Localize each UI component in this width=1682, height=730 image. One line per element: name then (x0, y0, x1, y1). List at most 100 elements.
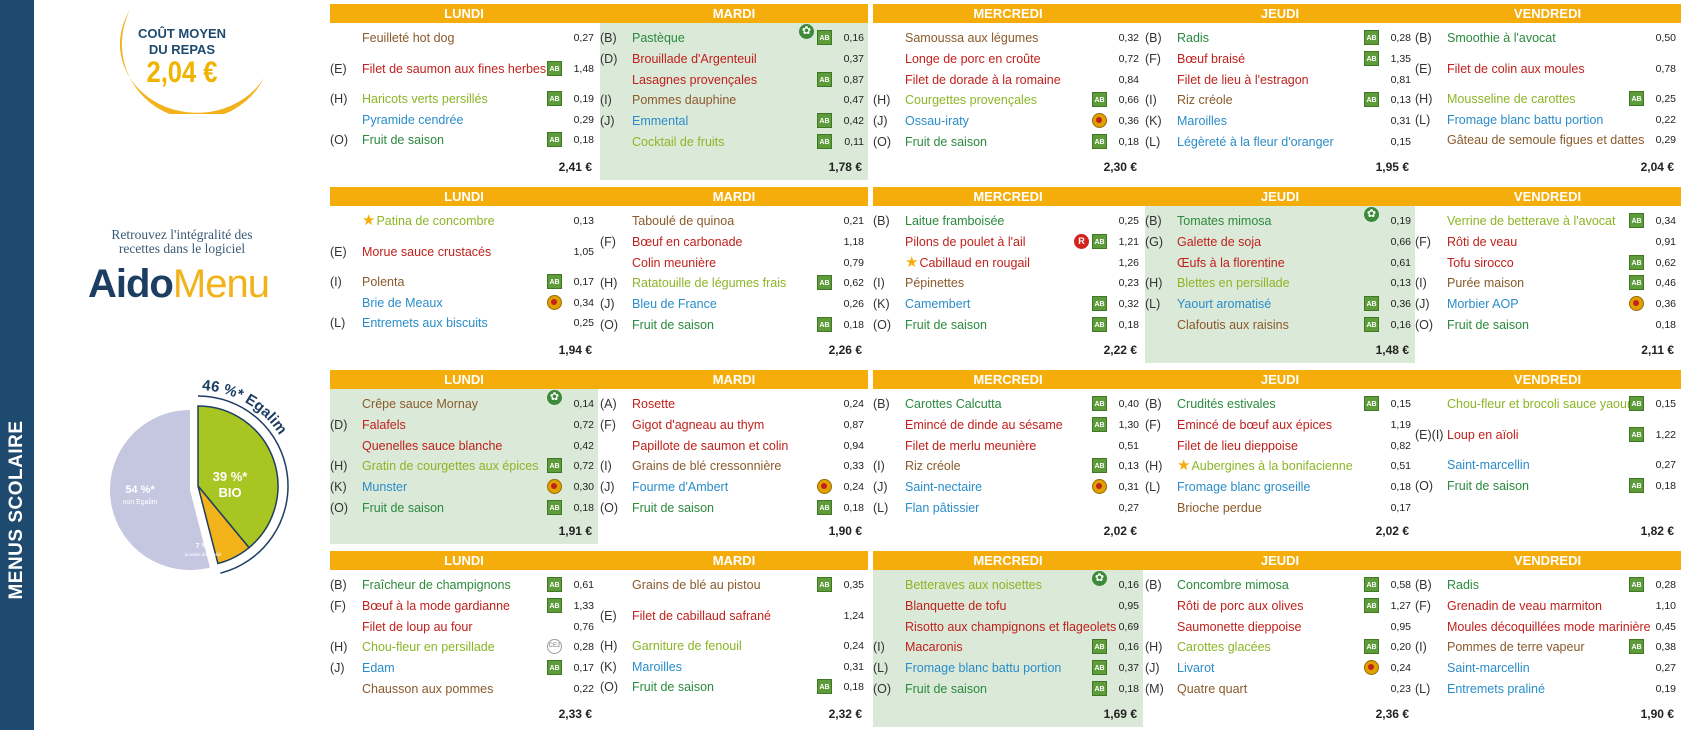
dish-name-text: Laitue framboisée (905, 214, 1005, 228)
menu-item: Pilons de poulet à l'ail AB R 1,21 (873, 232, 1143, 252)
day-total: 1,69 € (1103, 707, 1137, 721)
dish-name: Pépinettes (905, 273, 964, 293)
dish-price: 0,27 (1655, 662, 1676, 675)
dish-price: 0,33 (843, 460, 864, 473)
dish-price: 0,17 (573, 662, 594, 675)
star-icon: ★ (1177, 457, 1191, 475)
dish-price: 0,66 (1390, 235, 1411, 248)
dish-name-text: Fruit de saison (632, 680, 714, 695)
menu-item: Tofu sirocco AB 0,62 (1415, 253, 1680, 273)
organic-ab-icon: AB (1364, 597, 1379, 613)
day-menu-jeudi: (B) Concombre mimosa AB 0,58 Rôti de porc au… (1145, 570, 1415, 727)
allergen-code: (H) (1145, 459, 1163, 474)
dish-name: Blettes en persillade (1177, 273, 1290, 293)
dish-price: 0,13 (573, 215, 594, 227)
organic-ab-icon: AB (547, 273, 562, 289)
day-total: 2,02 € (1375, 524, 1409, 538)
dish-price: 0,87 (843, 73, 864, 86)
menu-item: (I) Polenta AB 0,17 (330, 272, 598, 292)
dish-name-text: Saint-nectaire (905, 480, 983, 495)
menu-item: (F) Bœuf en carbonade 1,18 (600, 232, 868, 252)
day-total: 2,22 € (1103, 343, 1137, 357)
menu-item: Betteraves aux noisettes ✿ 0,16 (873, 571, 1143, 595)
dish-price: 0,38 (1655, 641, 1676, 654)
menu-item: (O) Fruit de saison AB 0,18 (600, 677, 868, 697)
dish-name: Fromage blanc groseille (1177, 477, 1310, 497)
menu-item: Verrine de betterave à l'avocat AB 0,34 (1415, 211, 1680, 231)
dish-name-text: Flan pâtissier (905, 501, 980, 515)
menu-item: Filet de dorade à la romaine 0,84 (873, 70, 1143, 90)
allergen-code: (I) (600, 459, 612, 474)
aidomenu-logo: AidoMenu (88, 262, 270, 307)
dish-price: 0,82 (1390, 439, 1411, 452)
allergen-code: (L) (1145, 480, 1161, 495)
menu-item: (O) Fruit de saison AB 0,18 (873, 132, 1143, 152)
dish-name-text: Taboulé de quinoa (632, 214, 735, 228)
dish-name-text: Entremets aux biscuits (362, 316, 488, 331)
dish-name-text: Brouillade d'Argenteuil (632, 51, 757, 66)
menu-item: (L) Entremets praliné 0,19 (1415, 679, 1680, 699)
dish-name-text: Emmental (632, 114, 689, 129)
dish-name-text: Longe de porc en croûte (905, 51, 1041, 66)
dish-price: 0,16 (843, 32, 864, 44)
dish-price: 0,24 (843, 481, 864, 494)
pie-sublabel-quality: produits de qualité (185, 552, 222, 557)
organic-ab-icon: AB (1629, 396, 1644, 411)
dish-price: 0,62 (843, 277, 864, 290)
dish-name: Fromage blanc battu portion (1447, 110, 1603, 130)
dish-price: 0,34 (573, 296, 594, 309)
dish-name-text: Filet de cabillaud safrané (632, 608, 771, 623)
dish-price: 0,31 (1390, 115, 1411, 128)
dish-price: 0,21 (843, 215, 864, 227)
dish-price: 0,42 (573, 439, 594, 452)
dish-price: 0,51 (1118, 439, 1139, 452)
allergen-code: (F) (1415, 234, 1431, 249)
dish-name-text: Camembert (905, 297, 971, 312)
organic-ab-icon: AB (1092, 396, 1107, 411)
dish-name-text: Carottes Calcutta (905, 397, 1002, 411)
dish-name-text: Courgettes provençales (905, 93, 1038, 108)
dish-name: Bœuf braisé (1177, 49, 1245, 69)
dish-name: Garniture de fenouil (632, 636, 742, 656)
allergen-code: (F) (1145, 51, 1161, 66)
menu-item: (H) Chou-fleur en persillade CE2 0,28 (330, 637, 598, 657)
dish-name-text: Filet de dorade à la romaine (905, 72, 1061, 87)
dish-price: 1,24 (843, 609, 864, 622)
dish-price: 0,19 (1390, 215, 1411, 227)
dish-name-text: Filet de merlu meunière (905, 438, 1037, 453)
dish-name: Falafels (362, 415, 406, 435)
dish-price: 0,61 (573, 579, 594, 591)
dish-price: 0,17 (573, 275, 594, 288)
organic-ab-icon: AB (1364, 396, 1379, 411)
dish-name: Purée maison (1447, 273, 1524, 293)
side-title: MENUS SCOLAIRE (6, 420, 27, 600)
dish-price: 1,48 (573, 62, 594, 75)
day-label-mercredi: MERCREDI (973, 189, 1043, 204)
dish-price: 0,27 (1655, 458, 1676, 471)
dish-price: 0,36 (1118, 115, 1139, 128)
dish-name-text: Saumonette dieppoise (1177, 619, 1302, 634)
dish-name-text: Œufs à la florentine (1177, 255, 1285, 270)
menu-item: (J) Fourme d'Ambert 0,24 (600, 477, 868, 497)
menu-item: (H) Mousseline de carottes AB 0,25 (1415, 89, 1680, 109)
dish-name-text: Filet de saumon aux fines herbes (362, 61, 547, 76)
allergen-code: (B) (1145, 397, 1162, 411)
menu-item: Rôti de porc aux olives AB 1,27 (1145, 596, 1415, 616)
dish-name-text: Morue sauce crustacés (362, 244, 492, 259)
dish-price: 0,20 (1390, 641, 1411, 654)
logo-part-aido: Aido (88, 262, 174, 306)
dish-name-text: Pépinettes (905, 276, 965, 291)
dish-name: Gâteau de semoule figues et dattes (1447, 130, 1644, 150)
dish-name: Emmental (632, 111, 688, 131)
organic-ab-icon: AB (1092, 296, 1107, 312)
menu-item: (E)(I) Loup en aïoli AB 1,22 (1415, 415, 1680, 455)
dish-price: 0,40 (1118, 398, 1139, 410)
menu-item: (L) Légèreté à la fleur d'oranger 0,15 (1145, 132, 1415, 152)
dish-price: 0,24 (843, 398, 864, 410)
dish-price: 0,34 (1655, 215, 1676, 227)
organic-ab-icon: AB (817, 679, 832, 695)
dish-price: 0,24 (1390, 662, 1411, 675)
aop-label-icon (1092, 113, 1107, 129)
allergen-code: (L) (873, 501, 889, 515)
dish-name: Pilons de poulet à l'ail (905, 232, 1026, 252)
